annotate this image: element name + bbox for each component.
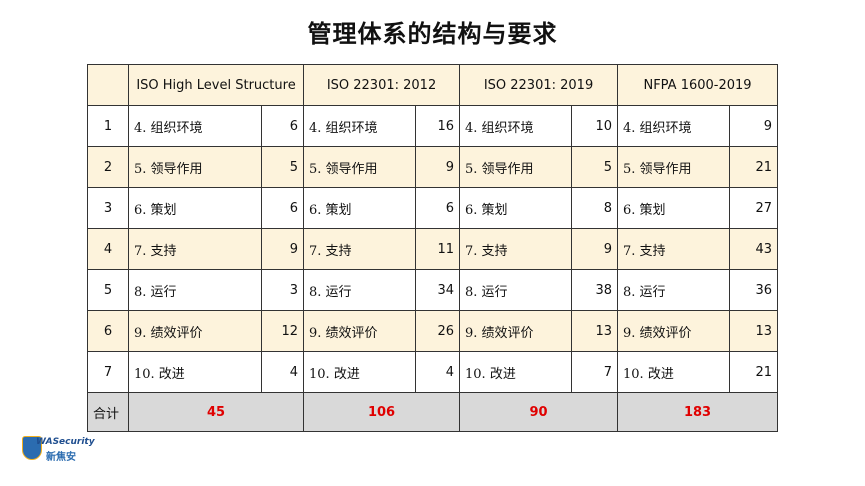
count-cell: 7 [571,351,619,393]
count-cell: 9 [729,105,779,147]
count-cell: 13 [571,310,619,352]
table-row: 4 7. 支持 9 7. 支持 11 7. 支持 9 7. 支持 43 [87,228,779,270]
row-index: 5 [87,269,129,311]
count-cell: 8 [571,187,619,229]
count-cell: 13 [729,310,779,352]
clause-cell: 5. 领导作用 [459,146,573,188]
clause-cell: 7. 支持 [459,228,573,270]
clause-cell: 9. 绩效评价 [459,310,573,352]
row-index: 2 [87,146,129,188]
table-row: 3 6. 策划 6 6. 策划 6 6. 策划 8 6. 策划 27 [87,187,779,229]
count-cell: 9 [260,228,305,270]
count-cell: 21 [729,146,779,188]
header-iso-22301-2012: ISO 22301: 2012 [303,64,461,106]
count-cell: 16 [415,105,461,147]
count-cell: 38 [571,269,619,311]
count-cell: 12 [260,310,305,352]
clause-cell: 6. 策划 [303,187,417,229]
count-cell: 6 [260,187,305,229]
count-cell: 6 [260,105,305,147]
clause-cell: 10. 改进 [303,351,417,393]
row-index: 7 [87,351,129,393]
clause-cell: 9. 绩效评价 [128,310,262,352]
count-cell: 36 [729,269,779,311]
clause-cell: 4. 组织环境 [128,105,262,147]
count-cell: 26 [415,310,461,352]
clause-cell: 8. 运行 [303,269,417,311]
table-row: 2 5. 领导作用 5 5. 领导作用 9 5. 领导作用 5 5. 领导作用 … [87,146,779,188]
clause-cell: 9. 绩效评价 [617,310,731,352]
table-row: 5 8. 运行 3 8. 运行 34 8. 运行 38 8. 运行 36 [87,269,779,311]
count-cell: 10 [571,105,619,147]
total-label: 合计 [87,392,129,432]
page-title: 管理体系的结构与要求 [307,20,558,48]
clause-cell: 9. 绩效评价 [303,310,417,352]
clause-cell: 10. 改进 [459,351,573,393]
total-row: 合计 45 106 90 183 [87,392,779,432]
row-index: 3 [87,187,129,229]
total-nfpa-1600: 183 [617,392,779,432]
clause-cell: 7. 支持 [303,228,417,270]
header-nfpa-1600: NFPA 1600-2019 [617,64,779,106]
shield-icon [22,436,42,460]
count-cell: 6 [415,187,461,229]
count-cell: 4 [415,351,461,393]
count-cell: 4 [260,351,305,393]
count-cell: 43 [729,228,779,270]
clause-cell: 10. 改进 [617,351,731,393]
clause-cell: 6. 策划 [128,187,262,229]
total-iso-22301-2012: 106 [303,392,461,432]
company-logo: WASecurity 新焦安 [22,434,95,464]
table-row: 1 4. 组织环境 6 4. 组织环境 16 4. 组织环境 10 4. 组织环… [87,105,779,147]
count-cell: 11 [415,228,461,270]
total-iso-hls: 45 [127,392,305,432]
count-cell: 3 [260,269,305,311]
clause-cell: 5. 领导作用 [128,146,262,188]
table-row: 7 10. 改进 4 10. 改进 4 10. 改进 7 10. 改进 21 [87,351,779,393]
clause-cell: 4. 组织环境 [617,105,731,147]
count-cell: 27 [729,187,779,229]
header-index [87,64,129,106]
count-cell: 21 [729,351,779,393]
clause-cell: 7. 支持 [128,228,262,270]
clause-cell: 5. 领导作用 [617,146,731,188]
clause-cell: 6. 策划 [617,187,731,229]
row-index: 6 [87,310,129,352]
clause-cell: 8. 运行 [128,269,262,311]
clause-cell: 5. 领导作用 [303,146,417,188]
logo-chinese-text: 新焦安 [46,452,76,463]
clause-cell: 6. 策划 [459,187,573,229]
comparison-table: ISO High Level Structure ISO 22301: 2012… [87,64,779,432]
logo-brand-text: WASecurity [36,437,95,447]
row-index: 4 [87,228,129,270]
clause-cell: 4. 组织环境 [459,105,573,147]
table-row: 6 9. 绩效评价 12 9. 绩效评价 26 9. 绩效评价 13 9. 绩效… [87,310,779,352]
clause-cell: 8. 运行 [459,269,573,311]
clause-cell: 8. 运行 [617,269,731,311]
header-row: ISO High Level Structure ISO 22301: 2012… [87,64,779,106]
count-cell: 5 [571,146,619,188]
count-cell: 9 [415,146,461,188]
clause-cell: 10. 改进 [128,351,262,393]
total-iso-22301-2019: 90 [459,392,619,432]
count-cell: 9 [571,228,619,270]
count-cell: 5 [260,146,305,188]
header-iso-hls: ISO High Level Structure [127,64,305,106]
clause-cell: 4. 组织环境 [303,105,417,147]
row-index: 1 [87,105,129,147]
clause-cell: 7. 支持 [617,228,731,270]
header-iso-22301-2019: ISO 22301: 2019 [459,64,619,106]
count-cell: 34 [415,269,461,311]
